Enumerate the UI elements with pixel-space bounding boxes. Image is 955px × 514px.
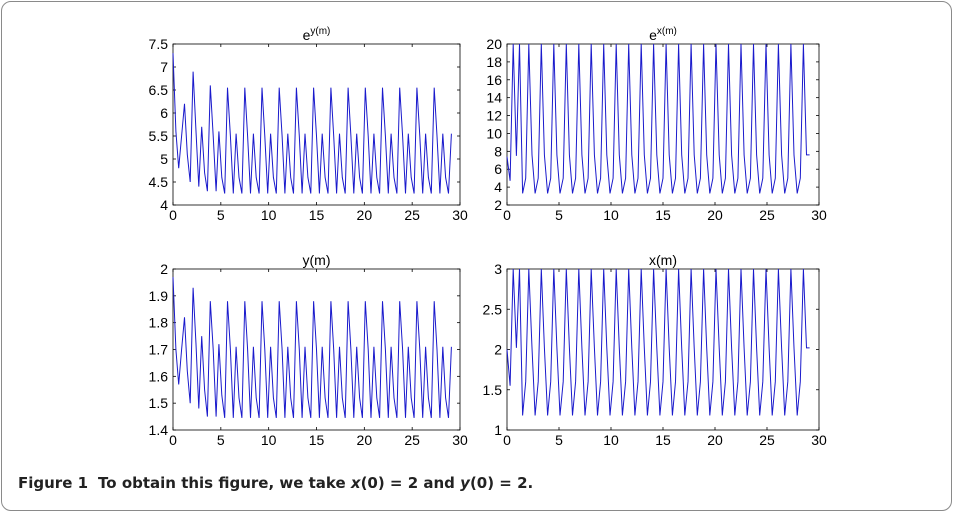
y-tick-label-ex: 10 [486,125,502,141]
chart-y: 0 5 10 15 20 25 30 1.4 1.5 1.6 1.7 1.8 1.9 2 y(m) [149,252,468,448]
y-tick-label-y: 1.5 [149,395,169,411]
x-tick-label-ex: 15 [655,207,671,223]
x-tick-label-ex: 30 [811,207,827,223]
y-tick-label-ey: 6.5 [149,82,169,98]
x-tick-label-x: 25 [759,432,775,448]
y-tick-label-x: 2.5 [483,301,503,317]
y-tick-label-x: 1 [494,422,502,438]
x-tick-label-x: 10 [603,432,619,448]
caption-text: To obtain this figure, we take x(0) = 2 … [98,474,533,492]
y-tick-label-y: 1.4 [149,422,169,438]
x-tick-label-ey: 5 [217,207,225,223]
chart-title-y: y(m) [303,252,331,268]
caption-y-cond: (0) = 2. [469,474,534,492]
series-line-y-0 [172,277,452,418]
x-tick-label-ex: 20 [707,207,723,223]
chart-title-ey: ey(m) [303,26,331,43]
y-tick-label-ex: 8 [494,143,502,159]
caption-prefix: To obtain this figure, we take [98,474,351,492]
series-line-x-0 [506,268,810,416]
x-tick-label-ex: 10 [603,207,619,223]
y-tick-label-y: 1.9 [149,288,169,304]
y-tick-label-ex: 18 [486,54,502,70]
y-tick-label-ex: 14 [486,90,502,106]
x-tick-label-ey: 0 [169,207,177,223]
x-tick-label-x: 20 [707,432,723,448]
chart-title-x: x(m) [649,252,677,268]
x-tick-label-x: 30 [811,432,827,448]
y-tick-label-y: 2 [160,261,168,277]
y-tick-label-ey: 5.5 [149,128,169,144]
x-tick-label-y: 0 [169,432,177,448]
y-tick-label-ey: 5 [160,151,168,167]
x-tick-label-ey: 10 [261,207,277,223]
y-tick-label-ex: 16 [486,72,502,88]
y-tick-label-ey: 7 [160,59,168,75]
y-tick-label-ex: 4 [494,179,502,195]
x-tick-label-x: 15 [655,432,671,448]
y-tick-label-ex: 2 [494,197,502,213]
caption-y-var: y [460,474,470,492]
x-tick-label-y: 30 [452,432,468,448]
plot-area-ex [506,43,820,206]
x-tick-label-ex: 25 [759,207,775,223]
y-tick-label-x: 3 [494,261,502,277]
x-tick-label-ex: 5 [555,207,563,223]
y-tick-label-x: 2 [494,342,502,358]
y-tick-label-y: 1.8 [149,315,169,331]
y-tick-label-ex: 12 [486,108,502,124]
y-tick-label-ey: 6 [160,105,168,121]
x-tick-label-y: 5 [217,432,225,448]
caption-label: Figure 1 [18,474,89,492]
y-tick-label-y: 1.6 [149,368,169,384]
y-tick-label-ey: 4.5 [149,174,169,190]
x-tick-label-ey: 20 [357,207,373,223]
figure-caption: Figure 1 To obtain this figure, we take x… [18,474,533,492]
x-tick-label-x: 0 [503,432,511,448]
y-tick-label-ex: 20 [486,36,502,52]
x-tick-label-y: 25 [404,432,420,448]
x-tick-label-y: 15 [309,432,325,448]
caption-x-cond: (0) = 2 and [360,474,461,492]
x-tick-label-ey: 30 [452,207,468,223]
y-tick-label-ex: 6 [494,161,502,177]
x-tick-label-ex: 0 [503,207,511,223]
chart-x: 0 5 10 15 20 25 30 1 1.5 2 2.5 3 x(m) [483,252,827,448]
y-tick-label-x: 1.5 [483,382,503,398]
x-tick-label-y: 10 [261,432,277,448]
series-line-ey-0 [172,53,452,194]
x-tick-label-ey: 15 [309,207,325,223]
chart-title-ex: ex(m) [649,26,677,43]
x-tick-label-ey: 25 [404,207,420,223]
y-tick-label-ey: 7.5 [149,36,169,52]
y-tick-label-ey: 4 [160,197,168,213]
series-line-ex-0 [506,43,810,194]
chart-ey: 0 5 10 15 20 25 30 4 4.5 5 5.5 6 6.5 7 7.5 ey(m) [149,26,468,223]
y-tick-label-y: 1.7 [149,342,169,358]
caption-x-var: x [350,474,361,492]
x-tick-label-x: 5 [555,432,563,448]
x-tick-label-y: 20 [357,432,373,448]
